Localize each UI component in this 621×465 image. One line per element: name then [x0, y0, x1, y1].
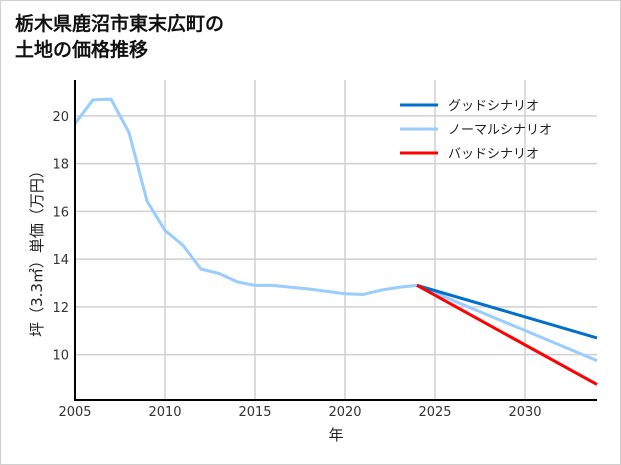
x-tick-label: 2030 — [508, 405, 541, 420]
series-line-0 — [416, 283, 598, 340]
x-axis-label: 年 — [328, 426, 343, 444]
y-axis-label: 坪（3.3㎡）単価（万円） — [28, 163, 46, 337]
y-tick-label: 12 — [52, 301, 69, 316]
chart-title: 栃木県鹿沼市東末広町の 土地の価格推移 — [15, 13, 225, 61]
x-tick-label: 2020 — [328, 405, 361, 420]
y-tick-label: 20 — [52, 110, 69, 125]
series-line-1 — [73, 97, 598, 362]
series-line-2 — [416, 284, 598, 386]
y-tick-label: 18 — [52, 158, 69, 173]
legend-label: グッドシナリオ — [448, 99, 539, 114]
x-tick-label: 2015 — [238, 405, 271, 420]
x-tick-label: 2005 — [58, 405, 91, 420]
y-tick-label: 10 — [52, 349, 69, 364]
x-tick-label: 2025 — [418, 405, 451, 420]
y-tick-label: 16 — [52, 205, 69, 220]
x-tick-label: 2010 — [148, 405, 181, 420]
legend-label: ノーマルシナリオ — [448, 123, 552, 138]
legend-label: バッドシナリオ — [448, 147, 539, 162]
y-tick-label: 14 — [52, 253, 69, 268]
